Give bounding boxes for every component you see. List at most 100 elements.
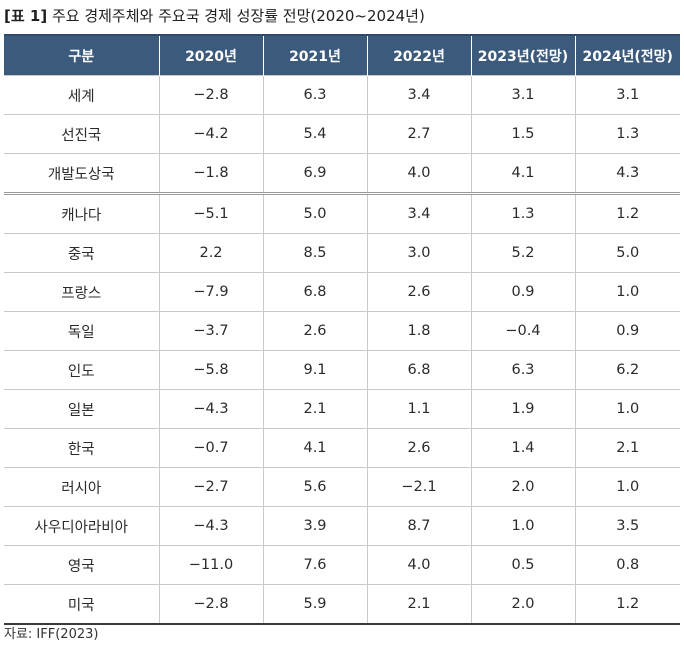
- table-row: 일본 −4.3 2.1 1.1 1.9 1.0: [4, 389, 680, 429]
- growth-table: 구분 2020년 2021년 2022년 2023년(전망) 2024년(전망)…: [4, 34, 680, 625]
- cell-2020: −2.8: [158, 584, 263, 625]
- cell-2020: −4.3: [158, 506, 263, 546]
- cell-2021: 5.0: [262, 192, 367, 234]
- table-row: 중국 2.2 8.5 3.0 5.2 5.0: [4, 233, 680, 273]
- caption-tag: [표 1]: [4, 7, 48, 25]
- cell-2020: −3.7: [158, 311, 263, 351]
- row-label: 세계: [4, 75, 159, 115]
- cell-2024: 4.3: [574, 153, 680, 194]
- table-row: 독일 −3.7 2.6 1.8 −0.4 0.9: [4, 311, 680, 351]
- cell-2020: −5.8: [158, 350, 263, 390]
- cell-2022: −2.1: [366, 467, 471, 507]
- cell-2023: 1.0: [470, 506, 575, 546]
- cell-2022: 4.0: [366, 545, 471, 585]
- row-label: 사우디아라비아: [4, 506, 159, 546]
- cell-2023: 2.0: [470, 584, 575, 625]
- header-2023-forecast: 2023년(전망): [470, 34, 575, 76]
- table-row: 한국 −0.7 4.1 2.6 1.4 2.1: [4, 428, 680, 468]
- cell-2024: 1.0: [574, 272, 680, 312]
- cell-2023: 1.9: [470, 389, 575, 429]
- table-row: 캐나다 −5.1 5.0 3.4 1.3 1.2: [4, 192, 680, 234]
- cell-2023: 0.5: [470, 545, 575, 585]
- table-row: 인도 −5.8 9.1 6.8 6.3 6.2: [4, 350, 680, 390]
- cell-2024: 1.0: [574, 389, 680, 429]
- header-2020: 2020년: [158, 34, 263, 76]
- cell-2021: 5.4: [262, 114, 367, 154]
- row-label: 선진국: [4, 114, 159, 154]
- cell-2022: 2.1: [366, 584, 471, 625]
- table-row: 프랑스 −7.9 6.8 2.6 0.9 1.0: [4, 272, 680, 312]
- cell-2021: 7.6: [262, 545, 367, 585]
- cell-2022: 6.8: [366, 350, 471, 390]
- cell-2023: 2.0: [470, 467, 575, 507]
- cell-2024: 3.1: [574, 75, 680, 115]
- cell-2021: 3.9: [262, 506, 367, 546]
- cell-2022: 2.7: [366, 114, 471, 154]
- cell-2021: 6.8: [262, 272, 367, 312]
- table-row: 세계 −2.8 6.3 3.4 3.1 3.1: [4, 75, 680, 115]
- cell-2023: 6.3: [470, 350, 575, 390]
- caption-title: 주요 경제주체와 주요국 경제 성장률 전망(2020~2024년): [51, 7, 425, 25]
- cell-2020: −5.1: [158, 192, 263, 234]
- row-label: 독일: [4, 311, 159, 351]
- row-label: 개발도상국: [4, 153, 159, 194]
- cell-2020: 2.2: [158, 233, 263, 273]
- cell-2020: −11.0: [158, 545, 263, 585]
- cell-2022: 3.4: [366, 75, 471, 115]
- cell-2020: −1.8: [158, 153, 263, 194]
- row-label: 중국: [4, 233, 159, 273]
- row-label: 영국: [4, 545, 159, 585]
- cell-2023: 1.3: [470, 192, 575, 234]
- table-caption: [표 1] 주요 경제주체와 주요국 경제 성장률 전망(2020~2024년): [4, 5, 425, 27]
- cell-2024: 6.2: [574, 350, 680, 390]
- cell-2021: 8.5: [262, 233, 367, 273]
- cell-2024: 1.0: [574, 467, 680, 507]
- cell-2024: 0.8: [574, 545, 680, 585]
- row-label: 러시아: [4, 467, 159, 507]
- table-row: 미국 −2.8 5.9 2.1 2.0 1.2: [4, 584, 680, 625]
- cell-2020: −2.8: [158, 75, 263, 115]
- cell-2022: 2.6: [366, 272, 471, 312]
- cell-2021: 6.3: [262, 75, 367, 115]
- cell-2023: 4.1: [470, 153, 575, 194]
- cell-2022: 3.0: [366, 233, 471, 273]
- header-2024-forecast: 2024년(전망): [574, 34, 680, 76]
- cell-2023: 0.9: [470, 272, 575, 312]
- row-label: 프랑스: [4, 272, 159, 312]
- row-label: 캐나다: [4, 192, 159, 234]
- cell-2022: 2.6: [366, 428, 471, 468]
- cell-2020: −4.3: [158, 389, 263, 429]
- row-label: 미국: [4, 584, 159, 625]
- table-row: 선진국 −4.2 5.4 2.7 1.5 1.3: [4, 114, 680, 154]
- cell-2024: 5.0: [574, 233, 680, 273]
- cell-2022: 1.8: [366, 311, 471, 351]
- cell-2024: 1.2: [574, 584, 680, 625]
- cell-2020: −4.2: [158, 114, 263, 154]
- cell-2021: 6.9: [262, 153, 367, 194]
- source-note: 자료: IFF(2023): [4, 627, 99, 642]
- cell-2024: 1.3: [574, 114, 680, 154]
- cell-2020: −0.7: [158, 428, 263, 468]
- cell-2024: 0.9: [574, 311, 680, 351]
- header-category: 구분: [4, 34, 159, 76]
- cell-2024: 3.5: [574, 506, 680, 546]
- cell-2021: 5.6: [262, 467, 367, 507]
- cell-2021: 5.9: [262, 584, 367, 625]
- table-row: 사우디아라비아 −4.3 3.9 8.7 1.0 3.5: [4, 506, 680, 546]
- cell-2023: 1.4: [470, 428, 575, 468]
- cell-2020: −7.9: [158, 272, 263, 312]
- row-label: 인도: [4, 350, 159, 390]
- cell-2021: 4.1: [262, 428, 367, 468]
- cell-2023: 3.1: [470, 75, 575, 115]
- row-label: 일본: [4, 389, 159, 429]
- cell-2021: 2.1: [262, 389, 367, 429]
- cell-2022: 8.7: [366, 506, 471, 546]
- table-header-row: 구분 2020년 2021년 2022년 2023년(전망) 2024년(전망): [4, 34, 680, 76]
- cell-2023: −0.4: [470, 311, 575, 351]
- row-label: 한국: [4, 428, 159, 468]
- cell-2021: 2.6: [262, 311, 367, 351]
- table-row: 개발도상국 −1.8 6.9 4.0 4.1 4.3: [4, 153, 680, 194]
- cell-2023: 5.2: [470, 233, 575, 273]
- table-row: 러시아 −2.7 5.6 −2.1 2.0 1.0: [4, 467, 680, 507]
- cell-2022: 3.4: [366, 192, 471, 234]
